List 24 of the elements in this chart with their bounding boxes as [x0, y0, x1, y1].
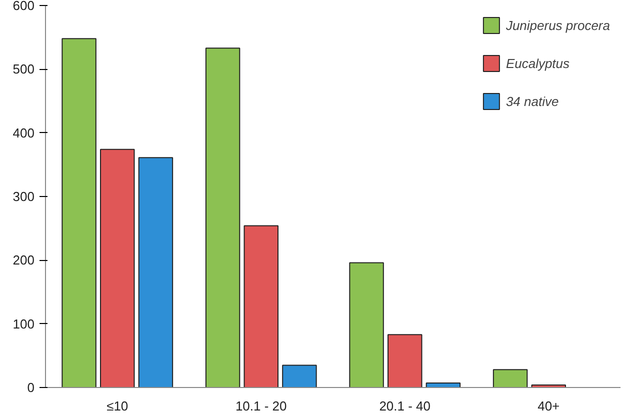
bar	[244, 225, 278, 388]
bar	[205, 48, 240, 388]
y-tick-label: 100	[12, 316, 35, 332]
bar	[349, 262, 384, 388]
y-tick-label: 300	[12, 189, 35, 204]
bar	[62, 38, 96, 388]
x-tick-label: ≤10	[106, 398, 128, 414]
bar	[492, 369, 528, 388]
y-tick-label: 600	[12, 0, 35, 13]
y-tick-label: 400	[12, 125, 35, 140]
bar	[388, 334, 422, 388]
legend-label: Eucalyptus	[506, 56, 570, 70]
y-tick-label: 200	[12, 252, 35, 268]
legend-label: 34 native	[506, 94, 559, 108]
bar	[100, 148, 135, 388]
x-tick-label: 40+	[538, 398, 560, 414]
bar	[426, 382, 461, 388]
x-tick-label: 20.1 - 40	[379, 398, 431, 414]
bar	[282, 364, 317, 388]
x-tick-label: 10.1 - 20	[235, 398, 287, 414]
legend-label: Juniperus procera	[506, 18, 610, 32]
bar	[138, 157, 174, 388]
y-tick-label: 0	[27, 380, 35, 395]
y-tick-label: 500	[12, 62, 35, 77]
